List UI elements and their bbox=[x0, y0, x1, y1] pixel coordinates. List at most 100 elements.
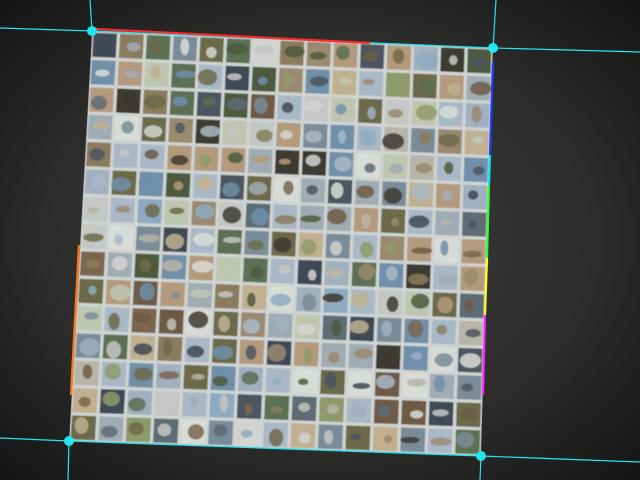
photo-subject bbox=[200, 125, 221, 137]
photo-subject bbox=[386, 296, 399, 313]
photo-subject bbox=[173, 181, 184, 191]
photo-subject bbox=[327, 404, 339, 415]
photo-subject bbox=[253, 97, 268, 114]
photo-subject bbox=[212, 345, 234, 360]
photo-subject bbox=[388, 109, 403, 118]
photo-subject bbox=[222, 182, 240, 197]
photo-subject bbox=[163, 338, 173, 356]
photo-subject bbox=[115, 205, 131, 213]
photo-subject bbox=[193, 232, 215, 247]
photo-subject bbox=[267, 344, 287, 362]
photo-subject bbox=[275, 315, 289, 332]
photo-subject bbox=[274, 215, 297, 225]
photo-subject bbox=[416, 52, 439, 70]
photo-subject bbox=[133, 343, 153, 355]
photo-subject bbox=[251, 208, 269, 226]
photo-subject bbox=[133, 367, 153, 381]
photo-subject bbox=[88, 206, 99, 214]
photo-subject bbox=[269, 428, 284, 447]
photo-subject bbox=[358, 264, 376, 280]
photo-subject bbox=[308, 269, 317, 281]
photo-subject bbox=[170, 292, 180, 299]
photo-subject bbox=[165, 233, 185, 250]
edge-right-seg-3 bbox=[483, 257, 489, 316]
guide-line-bottom-edge bbox=[68, 440, 482, 457]
photo-subject bbox=[304, 100, 323, 112]
photo-subject bbox=[359, 129, 377, 147]
photo-subject bbox=[326, 208, 347, 225]
photo-subject bbox=[352, 382, 371, 390]
photo-subject bbox=[383, 187, 403, 204]
photo-subject bbox=[361, 213, 371, 229]
photo-subject bbox=[449, 55, 458, 66]
photo-subject bbox=[158, 371, 180, 380]
photo-subject bbox=[278, 265, 292, 274]
photo-subject bbox=[469, 57, 488, 67]
photo-subject bbox=[254, 44, 274, 56]
photo-subject bbox=[326, 267, 344, 280]
photo-subject bbox=[350, 292, 370, 308]
photo-subject bbox=[222, 206, 242, 224]
photo-subject bbox=[471, 105, 482, 123]
photo-subject bbox=[83, 233, 104, 242]
photo-subject bbox=[104, 363, 121, 380]
photo-subject bbox=[82, 364, 93, 379]
guide-line-left-top bbox=[89, 0, 93, 32]
photo-subject bbox=[296, 324, 316, 335]
photo-subject bbox=[191, 260, 214, 273]
photo-subject bbox=[241, 371, 259, 385]
photo-subject bbox=[331, 319, 342, 337]
edge-right-seg-4 bbox=[481, 314, 487, 396]
photo-subject bbox=[391, 217, 399, 227]
photo-subject bbox=[143, 94, 166, 109]
photo-subject bbox=[432, 409, 449, 417]
photo-subject bbox=[328, 351, 340, 364]
photo-subject bbox=[121, 121, 134, 134]
photo-subject bbox=[195, 204, 215, 219]
photo-subject bbox=[462, 250, 482, 258]
photo-subject bbox=[465, 298, 474, 312]
photo-subject bbox=[79, 338, 100, 356]
photo-subject bbox=[119, 149, 130, 158]
photo-subject bbox=[415, 163, 432, 174]
photo-subject bbox=[367, 106, 376, 120]
photo-subject bbox=[437, 296, 453, 314]
photo-subject bbox=[169, 207, 185, 215]
photo-subject bbox=[202, 97, 216, 106]
photo-subject bbox=[461, 407, 478, 421]
photo-subject bbox=[252, 155, 271, 163]
photo-subject bbox=[410, 410, 424, 419]
photo-subject bbox=[309, 76, 329, 87]
photo-subject bbox=[456, 431, 475, 448]
photo-subject bbox=[144, 125, 163, 138]
edge-right-seg-2 bbox=[485, 184, 491, 259]
photo-subject bbox=[186, 345, 204, 358]
photo-subject bbox=[438, 274, 458, 286]
photo-subject bbox=[283, 180, 294, 195]
photo-subject bbox=[109, 284, 131, 301]
photo-subject bbox=[247, 292, 256, 307]
photo-subject bbox=[175, 70, 196, 79]
photo-subject bbox=[219, 394, 228, 412]
photo-subject bbox=[242, 319, 260, 334]
photo-subject bbox=[102, 391, 120, 407]
photo-subject bbox=[359, 241, 374, 258]
photo-subject bbox=[309, 52, 327, 60]
photo-subject bbox=[189, 289, 212, 298]
corner-marker-top-left bbox=[87, 26, 97, 36]
photo-subject bbox=[161, 260, 183, 272]
photo-subject bbox=[187, 424, 204, 440]
photo-subject bbox=[465, 329, 481, 338]
photo-subject bbox=[305, 130, 323, 143]
photo-subject bbox=[419, 78, 435, 96]
edge-top-red bbox=[95, 27, 371, 45]
photo-subject bbox=[161, 397, 179, 409]
photo-subject bbox=[190, 396, 199, 408]
photo-subject bbox=[128, 422, 144, 435]
photo-subject bbox=[353, 348, 374, 359]
photo-subject bbox=[322, 293, 344, 303]
photo-subject bbox=[273, 237, 292, 253]
photo-subject bbox=[338, 77, 352, 85]
photo-subject bbox=[464, 268, 478, 286]
